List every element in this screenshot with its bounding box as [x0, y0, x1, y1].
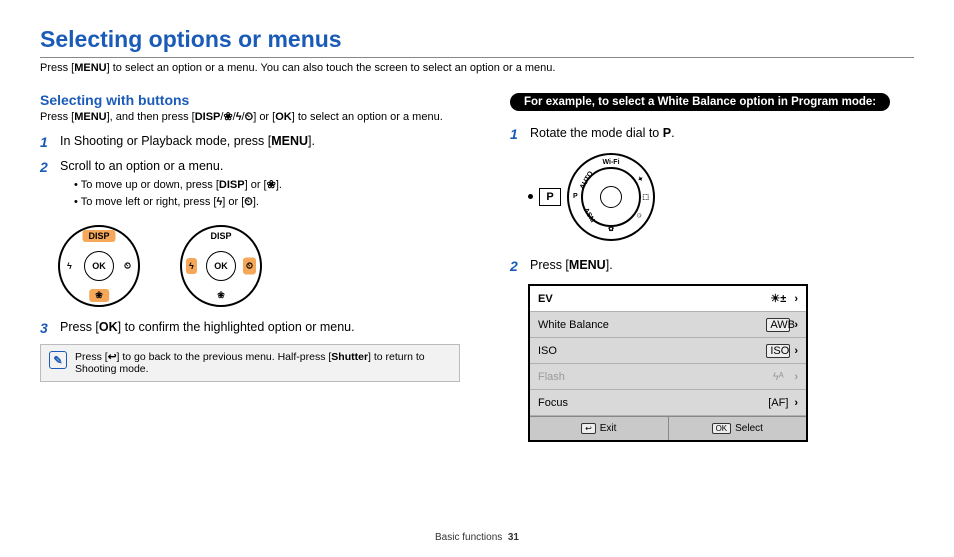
- intro-text: Press [MENU] to select an option or a me…: [40, 62, 914, 74]
- right-column: For example, to select a White Balance o…: [510, 92, 910, 442]
- af-icon: [AF]: [766, 397, 790, 409]
- timer-icon: ⏲: [243, 257, 256, 274]
- flash-auto-icon: ϟᴬ: [766, 371, 790, 383]
- mode-dial-diagram: P Wi-Fi AUTO P ASM ✿ ☺ ⬚ ✦: [528, 153, 910, 241]
- dial-indicator-icon: [528, 194, 533, 199]
- ok-icon: OK: [84, 251, 114, 281]
- ok-icon: OK: [712, 423, 732, 434]
- left-column: Selecting with buttons Press [MENU], and…: [40, 92, 460, 442]
- menu-row-wb[interactable]: White Balance AWB ›: [530, 312, 806, 338]
- awb-icon: AWB: [766, 318, 790, 332]
- menu-exit-button[interactable]: ↩ Exit: [530, 417, 669, 440]
- timer-icon: ⏲: [121, 257, 134, 274]
- example-pill: For example, to select a White Balance o…: [510, 93, 890, 111]
- chevron-right-icon: ›: [790, 345, 798, 357]
- menu-row-ev[interactable]: EV ☀± ›: [530, 286, 806, 312]
- bullet-1: To move up or down, press [DISP] or [❀].: [74, 178, 460, 193]
- chevron-right-icon: ›: [790, 293, 798, 305]
- macro-icon: ❀: [211, 289, 231, 302]
- page-title: Selecting options or menus: [40, 26, 914, 53]
- macro-icon: ❀: [89, 289, 109, 302]
- ok-icon: OK: [206, 251, 236, 281]
- chevron-right-icon: ›: [790, 397, 798, 409]
- subheading: Selecting with buttons: [40, 92, 460, 108]
- back-icon: ↩: [581, 423, 596, 434]
- menu-row-iso[interactable]: ISO ISO ›: [530, 338, 806, 364]
- bullet-2: To move left or right, press [ϟ] or [⏲].: [74, 195, 460, 210]
- menu-row-flash[interactable]: Flash ϟᴬ ›: [530, 364, 806, 390]
- disp-icon: DISP: [204, 230, 237, 242]
- step-2: 2 Scroll to an option or a menu. To move…: [40, 158, 460, 218]
- flash-icon: ϟ: [186, 258, 197, 274]
- chevron-right-icon: ›: [790, 371, 798, 383]
- ev-icon: ☀±: [766, 292, 790, 305]
- p-mode-label: P: [539, 188, 561, 206]
- chevron-right-icon: ›: [790, 319, 798, 331]
- iso-icon: ISO: [766, 344, 790, 358]
- control-dial-vertical: DISP ϟ ⏲ ❀ OK: [58, 225, 140, 307]
- menu-row-focus[interactable]: Focus [AF] ›: [530, 390, 806, 416]
- flash-icon: ϟ: [64, 258, 75, 274]
- step-3: 3 Press [OK] to confirm the highlighted …: [40, 319, 460, 339]
- disp-icon: DISP: [82, 230, 115, 242]
- right-step-1: 1 Rotate the mode dial to P.: [510, 125, 910, 145]
- subhead-desc: Press [MENU], and then press [DISP/❀/ϟ/⏲…: [40, 110, 460, 125]
- note-icon: ✎: [49, 351, 67, 369]
- right-step-2: 2 Press [MENU].: [510, 257, 910, 277]
- title-rule: [40, 57, 914, 58]
- page-footer: Basic functions 31: [0, 532, 954, 543]
- step-1: 1 In Shooting or Playback mode, press [M…: [40, 133, 460, 153]
- note-box: ✎ Press [↩] to go back to the previous m…: [40, 344, 460, 382]
- control-dial-horizontal: DISP ϟ ⏲ ❀ OK: [180, 225, 262, 307]
- camera-menu-panel: EV ☀± › White Balance AWB › ISO ISO › Fl…: [528, 284, 808, 442]
- menu-select-button[interactable]: OK Select: [669, 417, 807, 440]
